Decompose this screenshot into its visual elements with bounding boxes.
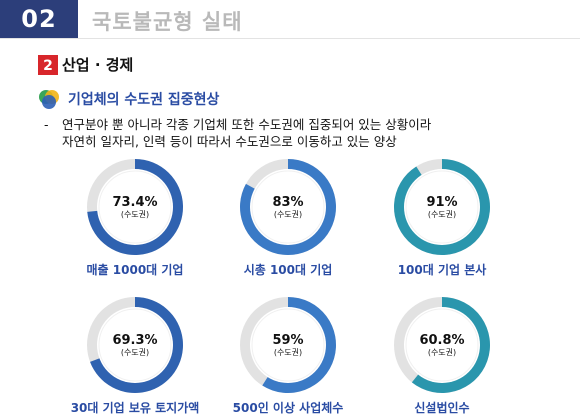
donut-svg [87,159,183,255]
description-line-1: 연구분야 뿐 아니라 각종 기업체 또한 수도권에 집중되어 있는 상황이라 [62,117,432,132]
donut-label: 시총 100대 기업 [243,263,333,277]
donut-inner-ring [98,170,172,244]
donut-svg [394,297,490,393]
donut-center: 59% (수도권) [238,295,338,395]
page-title: 국토불균형 실태 [92,10,243,34]
donut-value-label: 59% [272,332,304,348]
donut-caption: (수도권) [273,209,303,219]
donut-svg [394,159,490,255]
donut-inner-ring [98,308,172,382]
donut-label: 매출 1000대 기업 [86,263,184,277]
donut-inner-ring [251,308,325,382]
donut-center: 83% (수도권) [238,157,338,257]
donut-value-label: 83% [272,194,304,210]
donut-hole [97,169,173,245]
donut-center: 73.4% (수도권) [85,157,185,257]
donut-hole [404,169,480,245]
donut-chart: 60.8% (수도권) [392,295,492,395]
donut-hole [404,307,480,383]
donut-hole [97,307,173,383]
section-heading: 2 산업 · 경제 [38,54,133,75]
donut-value-label: 73.4% [112,194,158,210]
donut-center: 69.3% (수도권) [85,295,185,395]
subsection-label: 기업체의 수도권 집중현상 [68,92,220,108]
donut-chart: 91% (수도권) [392,157,492,257]
number-two-icon: 2 [38,54,58,75]
donut-chart: 69.3% (수도권) [85,295,185,395]
donut-hole [250,169,326,245]
donut-caption: (수도권) [120,209,150,219]
bullet-dash: - [44,117,49,132]
donut-svg [87,297,183,393]
subsection-heading: 기업체의 수도권 집중현상 [38,88,219,110]
donut-caption: (수도권) [427,209,457,219]
donut-chart: 73.4% (수도권) [85,157,185,257]
donut-inner-ring [251,170,325,244]
donut-value-label: 69.3% [112,332,158,348]
section-number: 02 [21,5,57,33]
donut-center: 91% (수도권) [392,157,492,257]
description-text: - 연구분야 뿐 아니라 각종 기업체 또한 수도권에 집중되어 있는 상황이라 … [44,116,431,150]
section-number-badge: 02 [0,0,78,38]
donut-chart: 83% (수도권) [238,157,338,257]
donut-hole [250,307,326,383]
header-divider [0,38,580,39]
donut-value-label: 60.8% [419,332,465,348]
donut-center: 60.8% (수도권) [392,295,492,395]
donut-inner-ring [405,308,479,382]
description-line-2: 자연히 일자리, 인력 등이 따라서 수도권으로 이동하고 있는 양상 [62,134,397,149]
donut-inner-ring [405,170,479,244]
donut-label: 신설법인수 [414,401,470,415]
donut-chart: 59% (수도권) [238,295,338,395]
tricolor-circle-icon [38,88,60,110]
donut-svg [240,159,336,256]
svg-text:2: 2 [43,58,53,74]
donut-svg [240,297,336,393]
donut-value-label: 91% [426,194,458,210]
donut-caption: (수도권) [273,347,303,357]
donut-caption: (수도권) [120,347,150,357]
donut-caption: (수도권) [427,347,457,357]
donut-label: 100대 기업 본사 [397,263,487,277]
section-label: 산업 · 경제 [62,56,134,74]
